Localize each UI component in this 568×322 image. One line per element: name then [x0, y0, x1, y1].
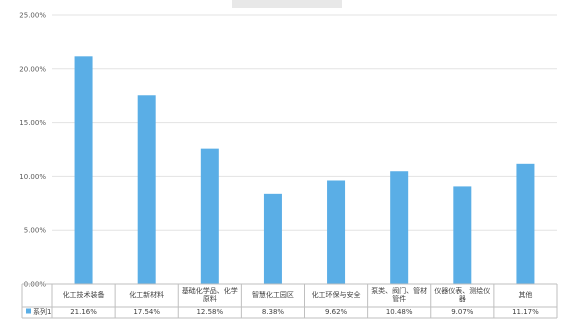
bar	[137, 95, 156, 285]
y-tick-label: 25.00%	[19, 12, 46, 20]
y-tick-label: 20.00%	[19, 65, 46, 73]
category-label: 化工环保与安全	[312, 290, 361, 299]
category-label: 其他	[518, 290, 532, 299]
category-label: 化工技术装备	[63, 290, 105, 299]
chart-title-placeholder	[232, 0, 342, 8]
y-axis-ticks: 0.00%5.00%10.00%15.00%20.00%25.00%	[19, 12, 46, 289]
data-value-label: 12.58%	[196, 308, 223, 316]
bar	[390, 171, 409, 284]
y-tick-label: 10.00%	[19, 173, 46, 181]
bar	[453, 186, 472, 284]
bar	[327, 180, 346, 284]
grid-lines	[52, 14, 557, 285]
data-value-label: 11.17%	[512, 308, 539, 316]
category-label: 器	[459, 295, 466, 303]
category-label: 仪器仪表、测绘仪	[434, 286, 490, 295]
legend-series-name: 系列1	[33, 307, 51, 316]
data-value-label: 9.62%	[325, 308, 348, 316]
category-label: 化工新材料	[129, 290, 164, 299]
category-label: 智慧化工园区	[252, 290, 294, 299]
category-label: 管件	[392, 294, 406, 303]
category-label: 泵类、阀门、管材	[371, 286, 427, 295]
bar	[74, 56, 93, 284]
y-tick-label: 5.00%	[24, 227, 47, 235]
bar	[516, 163, 535, 284]
data-value-label: 17.54%	[133, 308, 160, 316]
bar	[200, 148, 219, 284]
data-value-label: 21.16%	[70, 308, 97, 316]
data-value-label: 8.38%	[262, 308, 285, 316]
y-tick-label: 15.00%	[19, 119, 46, 127]
bar	[263, 193, 282, 284]
bars	[74, 56, 535, 285]
category-label: 原料	[203, 294, 217, 303]
data-value-label: 9.07%	[451, 308, 474, 316]
legend-swatch	[26, 308, 31, 314]
data-value-label: 10.48%	[386, 308, 413, 316]
category-label: 基础化学品、化学	[182, 286, 238, 295]
